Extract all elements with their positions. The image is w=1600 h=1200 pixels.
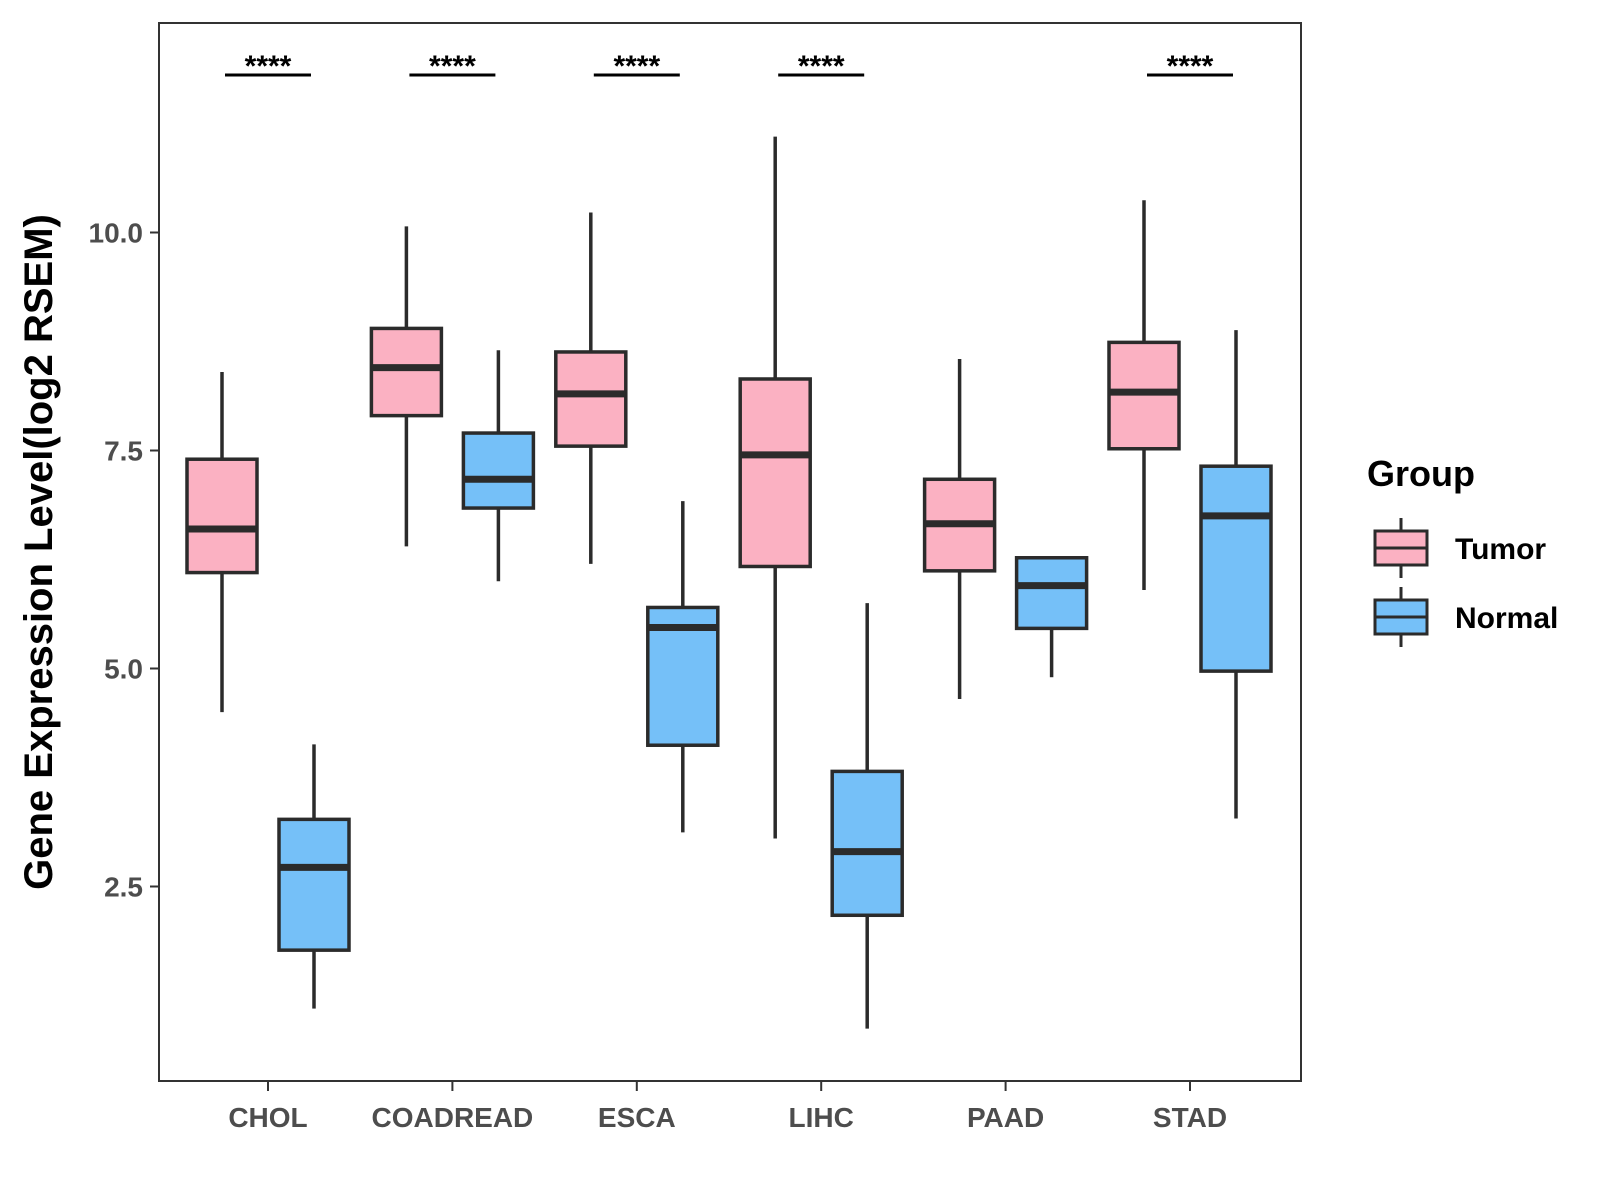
x-tick-label: STAD	[1153, 1102, 1227, 1133]
y-tick-label: 7.5	[104, 436, 143, 467]
y-axis: 2.5 5.0 7.5 10.0	[89, 218, 159, 903]
y-tick-label: 5.0	[104, 654, 143, 685]
significance-coadread: ****	[409, 50, 496, 83]
box-tumor-stad	[1107, 200, 1181, 591]
box-body	[461, 431, 536, 510]
box-tumor-paad	[922, 358, 997, 700]
significance-label: ****	[798, 50, 845, 83]
significance-stad: ****	[1147, 50, 1233, 83]
legend-label: Normal	[1455, 602, 1558, 635]
significance-label: ****	[429, 50, 476, 83]
box-normal-stad	[1199, 330, 1273, 819]
box-normal-lihc	[830, 603, 904, 1029]
x-tick-label: PAAD	[967, 1102, 1044, 1133]
box-body	[369, 326, 444, 418]
box-tumor-esca	[554, 212, 628, 564]
box-body	[738, 377, 812, 569]
y-tick-label: 10.0	[89, 218, 144, 249]
significance-chol: ****	[225, 50, 311, 83]
x-tick-label: LIHC	[789, 1102, 854, 1133]
significance-label: ****	[1167, 50, 1214, 83]
legend: Group Tumor Normal	[1367, 453, 1558, 647]
significance-esca: ****	[593, 50, 680, 83]
significance-label: ****	[613, 50, 660, 83]
x-axis: CHOL COADREAD ESCA LIHC PAAD STAD	[228, 1081, 1227, 1133]
y-axis-title: Gene Expression Level(log2 RSEM)	[17, 214, 61, 890]
significance-label: ****	[245, 50, 292, 83]
box-normal-coadread	[461, 350, 536, 582]
legend-title: Group	[1367, 453, 1475, 494]
box-normal-esca	[646, 501, 720, 833]
legend-item-tumor: Tumor	[1373, 518, 1546, 578]
box-body	[554, 350, 628, 448]
x-tick-label: CHOL	[228, 1102, 307, 1133]
box-normal-paad	[1014, 556, 1089, 678]
legend-item-normal: Normal	[1373, 587, 1558, 647]
box-body	[1199, 464, 1273, 673]
x-tick-label: ESCA	[598, 1102, 676, 1133]
box-tumor-coadread	[369, 226, 444, 547]
legend-label: Tumor	[1455, 533, 1546, 566]
box-tumor-chol	[185, 372, 259, 713]
box-tumor-lihc	[738, 136, 812, 839]
y-tick-label: 2.5	[104, 872, 143, 903]
box-normal-chol	[277, 744, 351, 1009]
box-body	[830, 769, 904, 918]
box-body	[185, 457, 259, 575]
box-body	[277, 817, 351, 952]
significance-annotations: **** **** **** **** ****	[225, 50, 1233, 83]
box-series	[185, 136, 1273, 1029]
significance-lihc: ****	[778, 50, 865, 83]
x-tick-label: COADREAD	[372, 1102, 534, 1133]
box-body	[1014, 556, 1089, 631]
